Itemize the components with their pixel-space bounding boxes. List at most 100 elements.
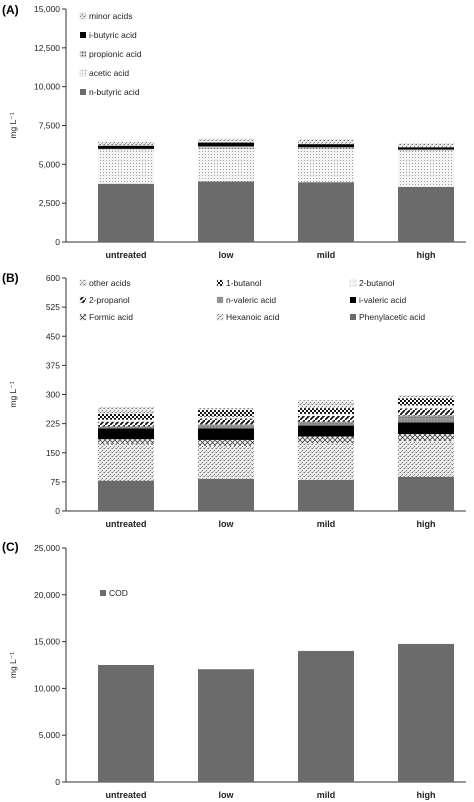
- bar-segment: [198, 478, 254, 511]
- legend-swatch: [79, 279, 87, 287]
- bar-segment: [98, 428, 154, 440]
- legend-label: 2-propanol: [89, 295, 130, 305]
- y-tick-label: 7,500: [39, 121, 61, 131]
- bar-segment: [198, 669, 254, 782]
- legend-label: minor acids: [89, 11, 132, 21]
- bar-segment: [398, 405, 454, 409]
- y-tick-label: 15,000: [34, 637, 60, 647]
- bar-segment: [298, 413, 354, 416]
- bar-segment: [398, 476, 454, 511]
- chart-panel-1: (A) 0 2,500 5,000 7,500 10,000 12,500 15,000 mg …: [2, 3, 466, 260]
- bar-segment: [398, 149, 454, 152]
- bar-segment: [198, 138, 254, 143]
- bar-segment: [298, 400, 354, 409]
- chart-panel-3: (C) 0 5,000 10,000 15,000 20,000 25,000 mg L⁻¹ u…: [2, 540, 466, 800]
- panel-label: (A): [2, 3, 19, 17]
- y-tick-label: 15,000: [34, 4, 60, 14]
- x-tick-label: high: [417, 790, 436, 800]
- bar-segment: [98, 150, 154, 184]
- legend-swatch: [79, 313, 87, 321]
- legend-swatch: [350, 297, 356, 303]
- y-tick-label: 2,500: [39, 198, 61, 208]
- legend-label: other acids: [89, 278, 131, 288]
- y-tick-label: 375: [46, 360, 60, 370]
- legend-swatch: [216, 313, 224, 321]
- charts-container: (A) 0 2,500 5,000 7,500 10,000 12,500 15,000 mg …: [2, 3, 466, 800]
- y-tick-label: 75: [51, 477, 61, 487]
- bar-segment: [298, 650, 354, 782]
- y-tick-label: 225: [46, 419, 60, 429]
- bar-segment: [398, 143, 454, 148]
- legend-swatch: [80, 32, 86, 38]
- y-axis-label: mg L⁻¹: [8, 381, 18, 407]
- bar-segment: [298, 147, 354, 149]
- y-tick-label: 10,000: [34, 683, 60, 693]
- y-tick-label: 10,000: [34, 82, 60, 92]
- bar-segment: [98, 421, 154, 427]
- bar-segment: [198, 148, 254, 182]
- bar-segment: [98, 439, 154, 444]
- bar-segment: [298, 415, 354, 422]
- x-tick-label: low: [219, 790, 235, 800]
- legend-swatch: [216, 296, 224, 304]
- bar-segment: [98, 443, 154, 481]
- bar-segment: [198, 181, 254, 242]
- bar-segment: [198, 142, 254, 147]
- legend-swatch: [80, 89, 86, 95]
- bar-segment: [298, 182, 354, 242]
- legend-label: i-valeric acid: [359, 295, 407, 305]
- bar-segment: [298, 139, 354, 145]
- legend-swatch: [79, 12, 87, 20]
- chart-panel-2: (B) 0 75 150 225 300 375 450 525 600 mg L⁻¹ untreat…: [2, 271, 466, 529]
- x-tick-label: high: [417, 519, 436, 529]
- bar-segment: [98, 480, 154, 511]
- legend-label: acetic acid: [89, 68, 129, 78]
- legend-label: n-valeric acid: [226, 295, 276, 305]
- y-tick-label: 0: [55, 506, 60, 516]
- x-tick-label: high: [417, 250, 436, 260]
- bar-segment: [298, 425, 354, 437]
- legend-swatch: [79, 50, 87, 58]
- y-tick-label: 25,000: [34, 543, 60, 553]
- bar-segment: [98, 183, 154, 242]
- bar-segment: [98, 145, 154, 149]
- legend-label: i-butyric acid: [89, 30, 137, 40]
- bar-segment: [398, 395, 454, 399]
- legend-swatch: [79, 69, 87, 77]
- bar-segment: [398, 151, 454, 187]
- x-tick-label: untreated: [105, 519, 146, 529]
- bar-segment: [398, 415, 454, 423]
- bar-segment: [398, 147, 454, 150]
- bar-segment: [398, 434, 454, 442]
- y-tick-label: 0: [55, 777, 60, 787]
- bar-segment: [98, 665, 154, 782]
- legend-label: Hexanoic acid: [226, 312, 280, 322]
- legend-swatch: [349, 279, 357, 287]
- y-tick-label: 5,000: [39, 730, 61, 740]
- legend-swatch: [79, 296, 87, 304]
- y-tick-label: 300: [46, 390, 60, 400]
- bar-segment: [98, 141, 154, 146]
- panel-label: (B): [2, 271, 19, 285]
- bar-segment: [198, 410, 254, 417]
- x-tick-label: mild: [317, 790, 336, 800]
- legend-swatch: [350, 314, 356, 320]
- bar-segment: [398, 186, 454, 242]
- x-tick-label: untreated: [105, 790, 146, 800]
- y-tick-label: 600: [46, 273, 60, 283]
- legend-label: COD: [109, 588, 128, 598]
- bar-segment: [198, 416, 254, 419]
- y-tick-label: 450: [46, 331, 60, 341]
- bar-segment: [98, 406, 154, 414]
- bar-segment: [398, 441, 454, 477]
- bar-segment: [198, 428, 254, 440]
- legend-label: Phenylacetic acid: [359, 312, 425, 322]
- bar-segment: [398, 643, 454, 782]
- bar-segment: [198, 439, 254, 446]
- y-tick-label: 20,000: [34, 590, 60, 600]
- x-tick-label: low: [219, 519, 235, 529]
- y-axis-label: mg L⁻¹: [8, 112, 18, 138]
- bar-segment: [298, 148, 354, 183]
- bar-segment: [98, 148, 154, 151]
